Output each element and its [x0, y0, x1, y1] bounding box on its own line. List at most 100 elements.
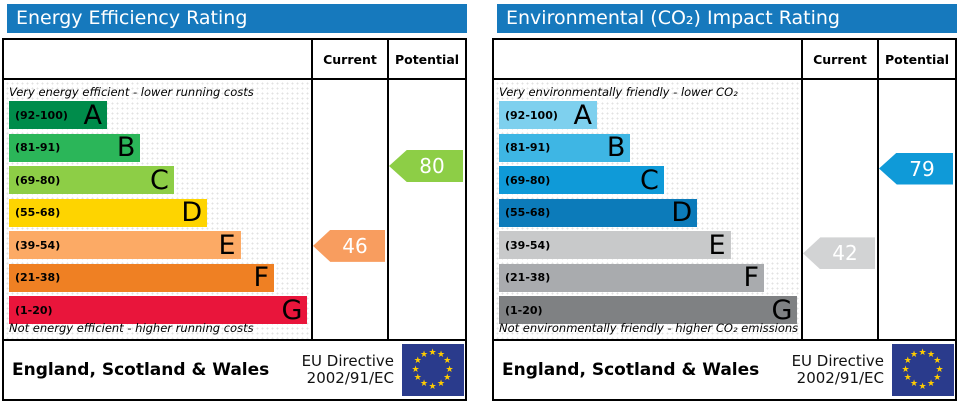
environmental-impact-panel: Environmental (CO₂) Impact Rating Curren… [492, 4, 957, 401]
eu-flag-star: ★ [445, 364, 454, 375]
rating-band-d: (55-68) D [9, 198, 208, 227]
band-letter: C [149, 164, 169, 196]
rating-band-c: (69-80) C [9, 166, 174, 194]
eu-flag-star: ★ [918, 347, 927, 358]
eu-flag-star: ★ [901, 364, 910, 375]
blank-header-cell [494, 40, 801, 80]
eu-flag-star: ★ [428, 381, 437, 392]
eu-directive-label: EU Directive 2002/91/EC [791, 351, 884, 388]
rating-band-a: (92-100) A [499, 101, 597, 129]
rating-band-b: (81-91) B [499, 132, 631, 163]
rating-scale-area: Very environmentally friendly - lower CO… [494, 80, 801, 339]
eu-flag-icon: ★ ★ ★ ★ ★ ★ ★ ★ ★ ★ ★ ★ [402, 344, 464, 396]
potential-column-header: Potential [387, 40, 465, 80]
eu-flag-star: ★ [910, 379, 919, 390]
eu-flag-star: ★ [933, 373, 942, 383]
environmental-impact-title: Environmental (CO₂) Impact Rating [497, 4, 957, 33]
eu-flag-star: ★ [918, 381, 927, 392]
band-range-label: (81-91) [505, 141, 551, 154]
band-letter: E [708, 229, 726, 261]
eu-flag-star: ★ [443, 356, 452, 366]
band-range-label: (1-20) [505, 303, 543, 317]
eu-flag-star: ★ [428, 347, 437, 358]
bottom-note: Not energy efficient - higher running co… [9, 321, 254, 335]
band-letter: B [606, 132, 626, 163]
eu-directive-line1: EU Directive [791, 351, 884, 370]
band-letter: D [671, 197, 693, 228]
potential-rating-column: 80 [387, 80, 465, 339]
band-letter: A [83, 99, 102, 131]
rating-band-a: (92-100) A [9, 101, 107, 129]
band-letter: G [281, 294, 303, 326]
current-column-header: Current [801, 40, 877, 80]
band-letter: B [116, 132, 136, 163]
band-range-label: (92-100) [505, 108, 558, 122]
rating-band-c: (69-80) C [499, 166, 664, 194]
band-letter: F [253, 262, 269, 293]
band-range-label: (92-100) [15, 108, 68, 122]
eu-flag-star: ★ [437, 349, 446, 360]
eu-flag-star: ★ [420, 349, 429, 360]
eu-directive-line2: 2002/91/EC [306, 369, 394, 387]
eu-flag-star: ★ [927, 349, 936, 360]
rating-band-e: (39-54) E [9, 231, 241, 259]
eu-flag-star: ★ [935, 364, 944, 375]
rating-band-f: (21-38) F [499, 262, 764, 293]
eu-flag-star: ★ [437, 379, 446, 390]
eu-flag-icon: ★ ★ ★ ★ ★ ★ ★ ★ ★ ★ ★ ★ [892, 344, 954, 396]
band-letter: A [573, 99, 592, 131]
band-range-label: (1-20) [15, 303, 53, 317]
band-letter: F [743, 262, 759, 293]
band-range-label: (69-80) [505, 173, 551, 187]
band-range-label: (81-91) [15, 141, 61, 154]
eu-flag-star: ★ [910, 349, 919, 360]
potential-column-header: Potential [877, 40, 955, 80]
energy-efficiency-chart: Current Potential Very energy efficient … [2, 38, 467, 401]
current-rating-arrow: 46 [313, 229, 385, 262]
chart-footer: England, Scotland & Wales EU Directive 2… [4, 339, 465, 399]
rating-bands: (92-100) A (81-91) B (69-80) C (55-68) D (39-54)… [9, 101, 311, 329]
band-range-label: (39-54) [505, 238, 551, 252]
energy-efficiency-title: Energy Efficiency Rating [7, 4, 467, 33]
band-range-label: (21-38) [505, 271, 551, 284]
chart-footer: England, Scotland & Wales EU Directive 2… [494, 339, 955, 399]
rating-band-e: (39-54) E [499, 231, 731, 259]
eu-directive-line2: 2002/91/EC [796, 369, 884, 387]
blank-header-cell [4, 40, 311, 80]
eu-flag-star: ★ [420, 379, 429, 390]
eu-flag-star: ★ [443, 373, 452, 383]
region-label: England, Scotland & Wales [12, 360, 270, 380]
band-letter: E [218, 229, 236, 261]
band-range-label: (69-80) [15, 173, 61, 187]
potential-rating-arrow: 80 [389, 150, 463, 182]
rating-scale-area: Very energy efficient - lower running co… [4, 80, 311, 339]
band-range-label: (55-68) [505, 206, 551, 219]
environmental-impact-chart: Current Potential Very environmentally f… [492, 38, 957, 401]
rating-band-g: (1-20) G [9, 294, 308, 326]
rating-band-f: (21-38) F [9, 262, 274, 293]
eu-flag-star: ★ [413, 356, 422, 366]
eu-flag-star: ★ [927, 379, 936, 390]
eu-flag-star: ★ [903, 356, 912, 366]
current-rating-arrow: 42 [803, 237, 875, 270]
current-column-header: Current [311, 40, 387, 80]
current-rating-column: 42 [801, 80, 877, 339]
band-letter: G [771, 294, 793, 326]
energy-efficiency-panel: Energy Efficiency Rating Current Potenti… [2, 4, 467, 401]
band-range-label: (39-54) [15, 238, 61, 252]
eu-flag-star: ★ [411, 364, 420, 375]
potential-rating-arrow: 79 [879, 152, 953, 185]
band-range-label: (55-68) [15, 206, 61, 219]
current-rating-column: 46 [311, 80, 387, 339]
top-note: Very energy efficient - lower running co… [9, 85, 254, 99]
rating-band-d: (55-68) D [499, 197, 698, 228]
rating-band-g: (1-20) G [499, 294, 798, 326]
bottom-note: Not environmentally friendly - higher CO… [499, 321, 799, 335]
band-range-label: (21-38) [15, 271, 61, 284]
region-label: England, Scotland & Wales [502, 360, 760, 380]
potential-rating-column: 79 [877, 80, 955, 339]
rating-bands: (92-100) A (81-91) B (69-80) C (55-68) D (39-54)… [499, 101, 801, 329]
band-letter: C [639, 164, 659, 196]
eu-flag-star: ★ [903, 373, 912, 383]
